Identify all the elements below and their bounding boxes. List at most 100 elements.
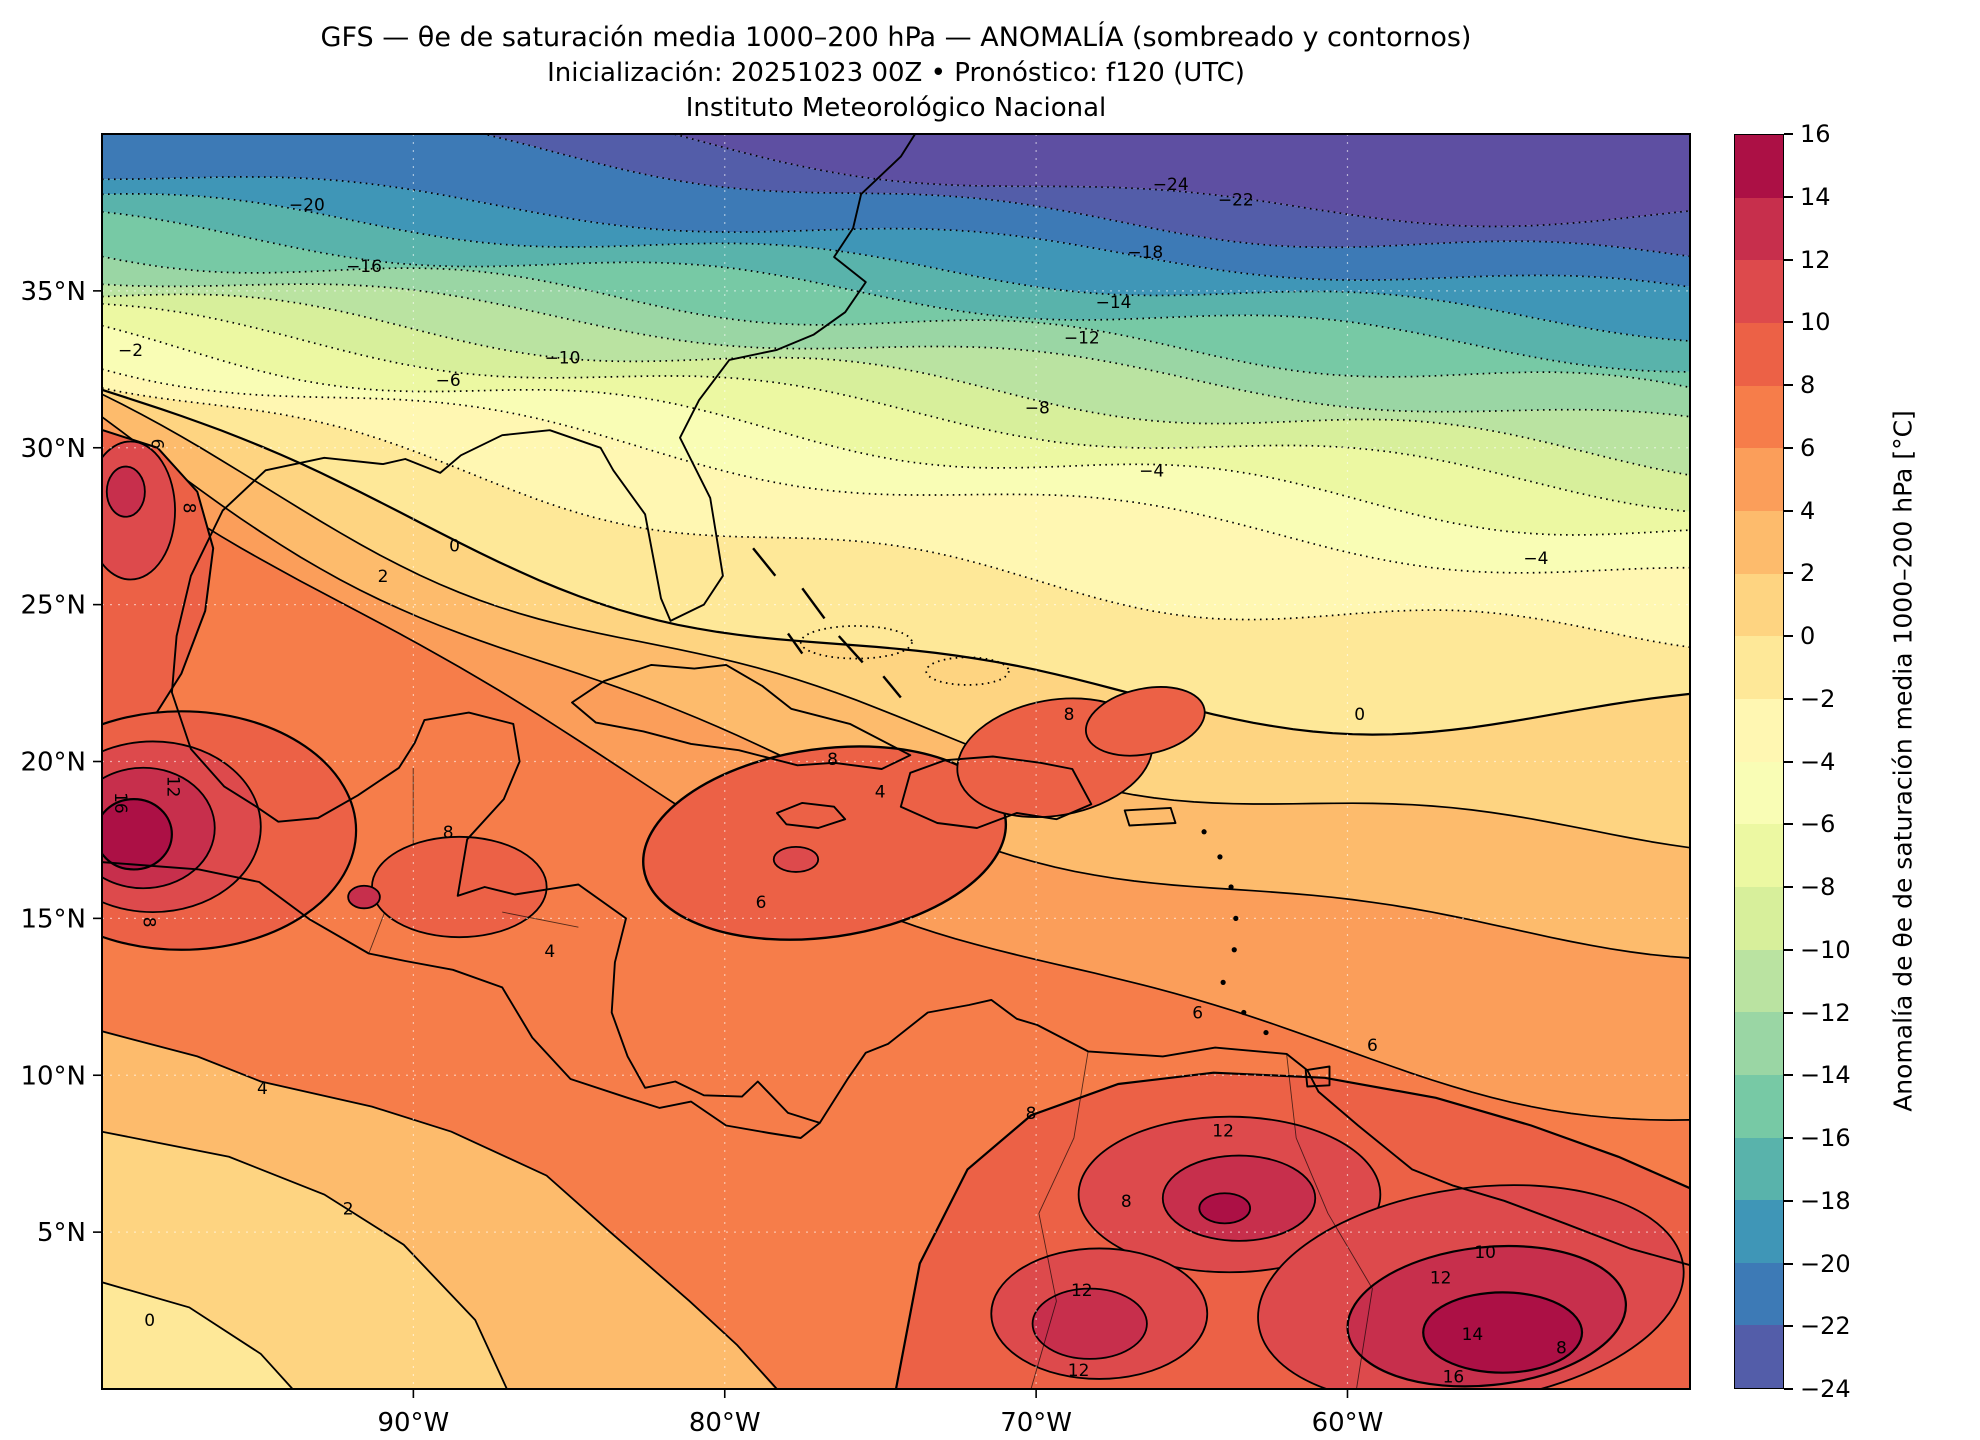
contour-label: 0 bbox=[144, 1311, 155, 1331]
colorbar-tick-label: −4 bbox=[1800, 747, 1836, 776]
colorbar-tick-label: 8 bbox=[1800, 371, 1816, 399]
colorbar-tick-label: −10 bbox=[1800, 935, 1851, 964]
contour-label: −4 bbox=[1139, 461, 1164, 481]
island-dot bbox=[1201, 829, 1207, 835]
contour-label: −4 bbox=[1523, 549, 1548, 569]
contour-label: 6 bbox=[1367, 1036, 1378, 1056]
colorbar-tick-label: −8 bbox=[1800, 873, 1836, 901]
colorbar-tick-mark bbox=[1784, 572, 1793, 575]
colorbar-tick-mark bbox=[1784, 321, 1793, 324]
contour-label: 8 bbox=[1026, 1104, 1037, 1124]
contour-label: 12 bbox=[1068, 1361, 1090, 1381]
colorbar-tick-mark bbox=[1784, 886, 1793, 888]
contour-label: 8 bbox=[827, 750, 838, 770]
contour-label: 4 bbox=[257, 1079, 268, 1099]
contour-label: 8 bbox=[443, 823, 454, 843]
contour-label: −20 bbox=[289, 195, 325, 215]
contour-label: 6 bbox=[147, 439, 167, 450]
colorbar-segment bbox=[1735, 1325, 1783, 1389]
colorbar-tick-mark bbox=[1784, 1137, 1793, 1139]
island-dot bbox=[1217, 854, 1223, 860]
contour-label: 10 bbox=[1474, 1243, 1496, 1263]
colorbar-segment bbox=[1735, 510, 1783, 574]
border-line bbox=[502, 911, 579, 928]
contour-label: 14 bbox=[1462, 1325, 1484, 1345]
island-dot bbox=[1231, 947, 1237, 953]
coastline-path bbox=[102, 861, 821, 1139]
colorbar-tick-mark bbox=[1784, 384, 1793, 386]
colorbar-segment bbox=[1735, 1262, 1783, 1326]
contour-label: −8 bbox=[1025, 399, 1050, 419]
colorbar-tick-label: 16 bbox=[1800, 120, 1831, 148]
contour-label: −2 bbox=[118, 341, 143, 361]
colorbar-segment bbox=[1735, 385, 1783, 449]
lat-tick-label: 25°N bbox=[20, 591, 86, 621]
island-outline bbox=[775, 801, 847, 829]
contour-label: 8 bbox=[1121, 1192, 1132, 1212]
lon-tick-label: 70°W bbox=[1000, 1408, 1072, 1438]
colorbar-tick-mark bbox=[1784, 697, 1793, 700]
coastlines bbox=[102, 134, 1690, 1389]
lat-tick-label: 35°N bbox=[20, 277, 86, 307]
island-dot bbox=[1228, 884, 1234, 890]
colorbar-tick-mark bbox=[1784, 258, 1793, 261]
colorbar-tick-label: −18 bbox=[1800, 1186, 1851, 1215]
contour-label: 0 bbox=[1354, 705, 1365, 725]
contour-label: 12 bbox=[1212, 1121, 1234, 1141]
contour-label: 12 bbox=[162, 776, 182, 798]
title-line-3: Instituto Meteorológico Nacional bbox=[685, 93, 1107, 123]
colorbar-segment bbox=[1735, 1074, 1783, 1138]
colorbar-tick-mark bbox=[1784, 1262, 1793, 1265]
colorbar-tick-mark bbox=[1784, 195, 1793, 198]
contour-label: −16 bbox=[346, 257, 382, 277]
contour-label: 8 bbox=[178, 503, 198, 514]
island-dash bbox=[752, 547, 777, 577]
contour-label: −6 bbox=[436, 371, 461, 391]
colorbar-tick-label: 12 bbox=[1800, 245, 1831, 274]
colorbar-segment bbox=[1735, 636, 1783, 699]
lat-tick-label: 15°N bbox=[20, 904, 86, 934]
colorbar-tick-label: −14 bbox=[1800, 1061, 1851, 1090]
colorbar-segment bbox=[1735, 1137, 1783, 1201]
island-dot bbox=[1220, 979, 1226, 985]
contour-label: 8 bbox=[1556, 1339, 1567, 1359]
contour-label: −12 bbox=[1064, 328, 1100, 348]
contour-label: 0 bbox=[449, 537, 460, 557]
colorbar-segment bbox=[1735, 573, 1783, 637]
colorbar-segment bbox=[1735, 448, 1783, 511]
colorbar-segment bbox=[1735, 1200, 1783, 1263]
map-field: −20−16−24−22−18−14−12−10−8−6−4−4−2002488… bbox=[102, 134, 1690, 1389]
colorbar-segment bbox=[1735, 322, 1783, 386]
contour-label: −22 bbox=[1218, 190, 1254, 210]
lat-tick-label: 30°N bbox=[20, 434, 86, 464]
border-line bbox=[1030, 1051, 1089, 1389]
contour-label: 16 bbox=[110, 792, 130, 814]
colorbar-label: Anomalía de θe de saturación media 1000–… bbox=[1888, 410, 1918, 1112]
island-dot bbox=[1263, 1029, 1269, 1036]
colorbar-tick-label: 6 bbox=[1800, 433, 1816, 462]
contour-label: −14 bbox=[1096, 293, 1132, 313]
map-canvas: −20−16−24−22−18−14−12−10−8−6−4−4−2002488… bbox=[20, 133, 1691, 1438]
colorbar-segment bbox=[1735, 824, 1783, 887]
colorbar-segment bbox=[1735, 949, 1783, 1013]
colorbar-segment bbox=[1735, 260, 1783, 323]
contour-label: 4 bbox=[875, 783, 886, 803]
contour-label: 8 bbox=[1064, 705, 1075, 725]
colorbar-tick-label: −12 bbox=[1800, 998, 1851, 1027]
colorbar-tick-mark bbox=[1784, 823, 1793, 826]
colorbar-tick-label: −20 bbox=[1800, 1249, 1851, 1278]
colorbar-tick-label: 10 bbox=[1800, 308, 1831, 337]
colorbar-tick-mark bbox=[1784, 446, 1793, 449]
island-outline bbox=[899, 755, 1093, 829]
colorbar-tick-label: −16 bbox=[1800, 1124, 1851, 1152]
contour-labels: −20−16−24−22−18−14−12−10−8−6−4−4−2002488… bbox=[110, 175, 1567, 1387]
lat-tick-label: 20°N bbox=[20, 748, 86, 778]
colorbar-segment bbox=[1735, 698, 1783, 762]
colorbar-ticks: 16 14 12 10 8 6 4 2 0 −2 −4 −6 −8 −10 −12 −14 −16 −18 −20 −… bbox=[1784, 120, 1924, 1403]
island-dash bbox=[787, 632, 804, 655]
contour-label: 6 bbox=[756, 893, 767, 913]
colorbar-tick-mark bbox=[1784, 133, 1793, 135]
lon-tick-label: 60°W bbox=[1312, 1408, 1384, 1438]
map-plot-area: −20 −16 −24 −22 −18 −14 −12 −10 −8 −6 −4 −4 −2 0 0 2 4 8 8… bbox=[20, 133, 1691, 1438]
